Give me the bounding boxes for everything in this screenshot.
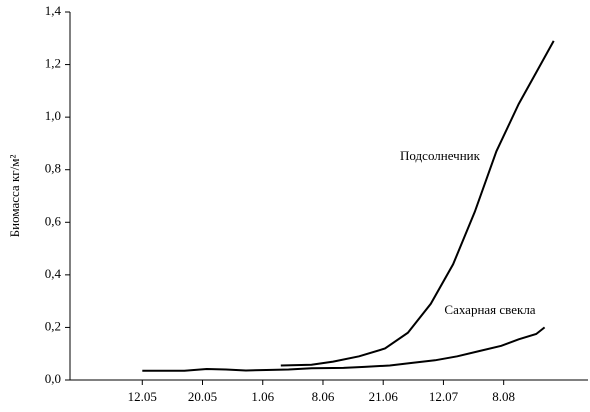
y-tick-label: 0,8 [45, 161, 61, 176]
x-tick-label: 21.06 [369, 389, 399, 404]
y-tick-label: 1,2 [45, 56, 61, 71]
x-tick-label: 1.06 [251, 389, 274, 404]
series-line [280, 40, 555, 367]
y-tick-label: 0,0 [45, 371, 61, 386]
series-annotation: Сахарная свекла [444, 302, 535, 317]
x-tick-label: 12.05 [128, 389, 157, 404]
y-tick-label: 1,4 [45, 3, 62, 18]
y-tick-label: 0,2 [45, 318, 61, 333]
series-annotation: Подсолнечник [400, 148, 481, 163]
x-tick-label: 12.07 [429, 389, 459, 404]
x-tick-label: 8.08 [492, 389, 515, 404]
y-tick-label: 0,6 [45, 213, 62, 228]
series-line [142, 326, 546, 372]
x-tick-label: 20.05 [188, 389, 217, 404]
y-tick-label: 0,4 [45, 266, 62, 281]
x-tick-label: 8.06 [312, 389, 335, 404]
y-axis-label: Биомасса кг/м² [7, 155, 22, 238]
y-tick-label: 1,0 [45, 108, 61, 123]
